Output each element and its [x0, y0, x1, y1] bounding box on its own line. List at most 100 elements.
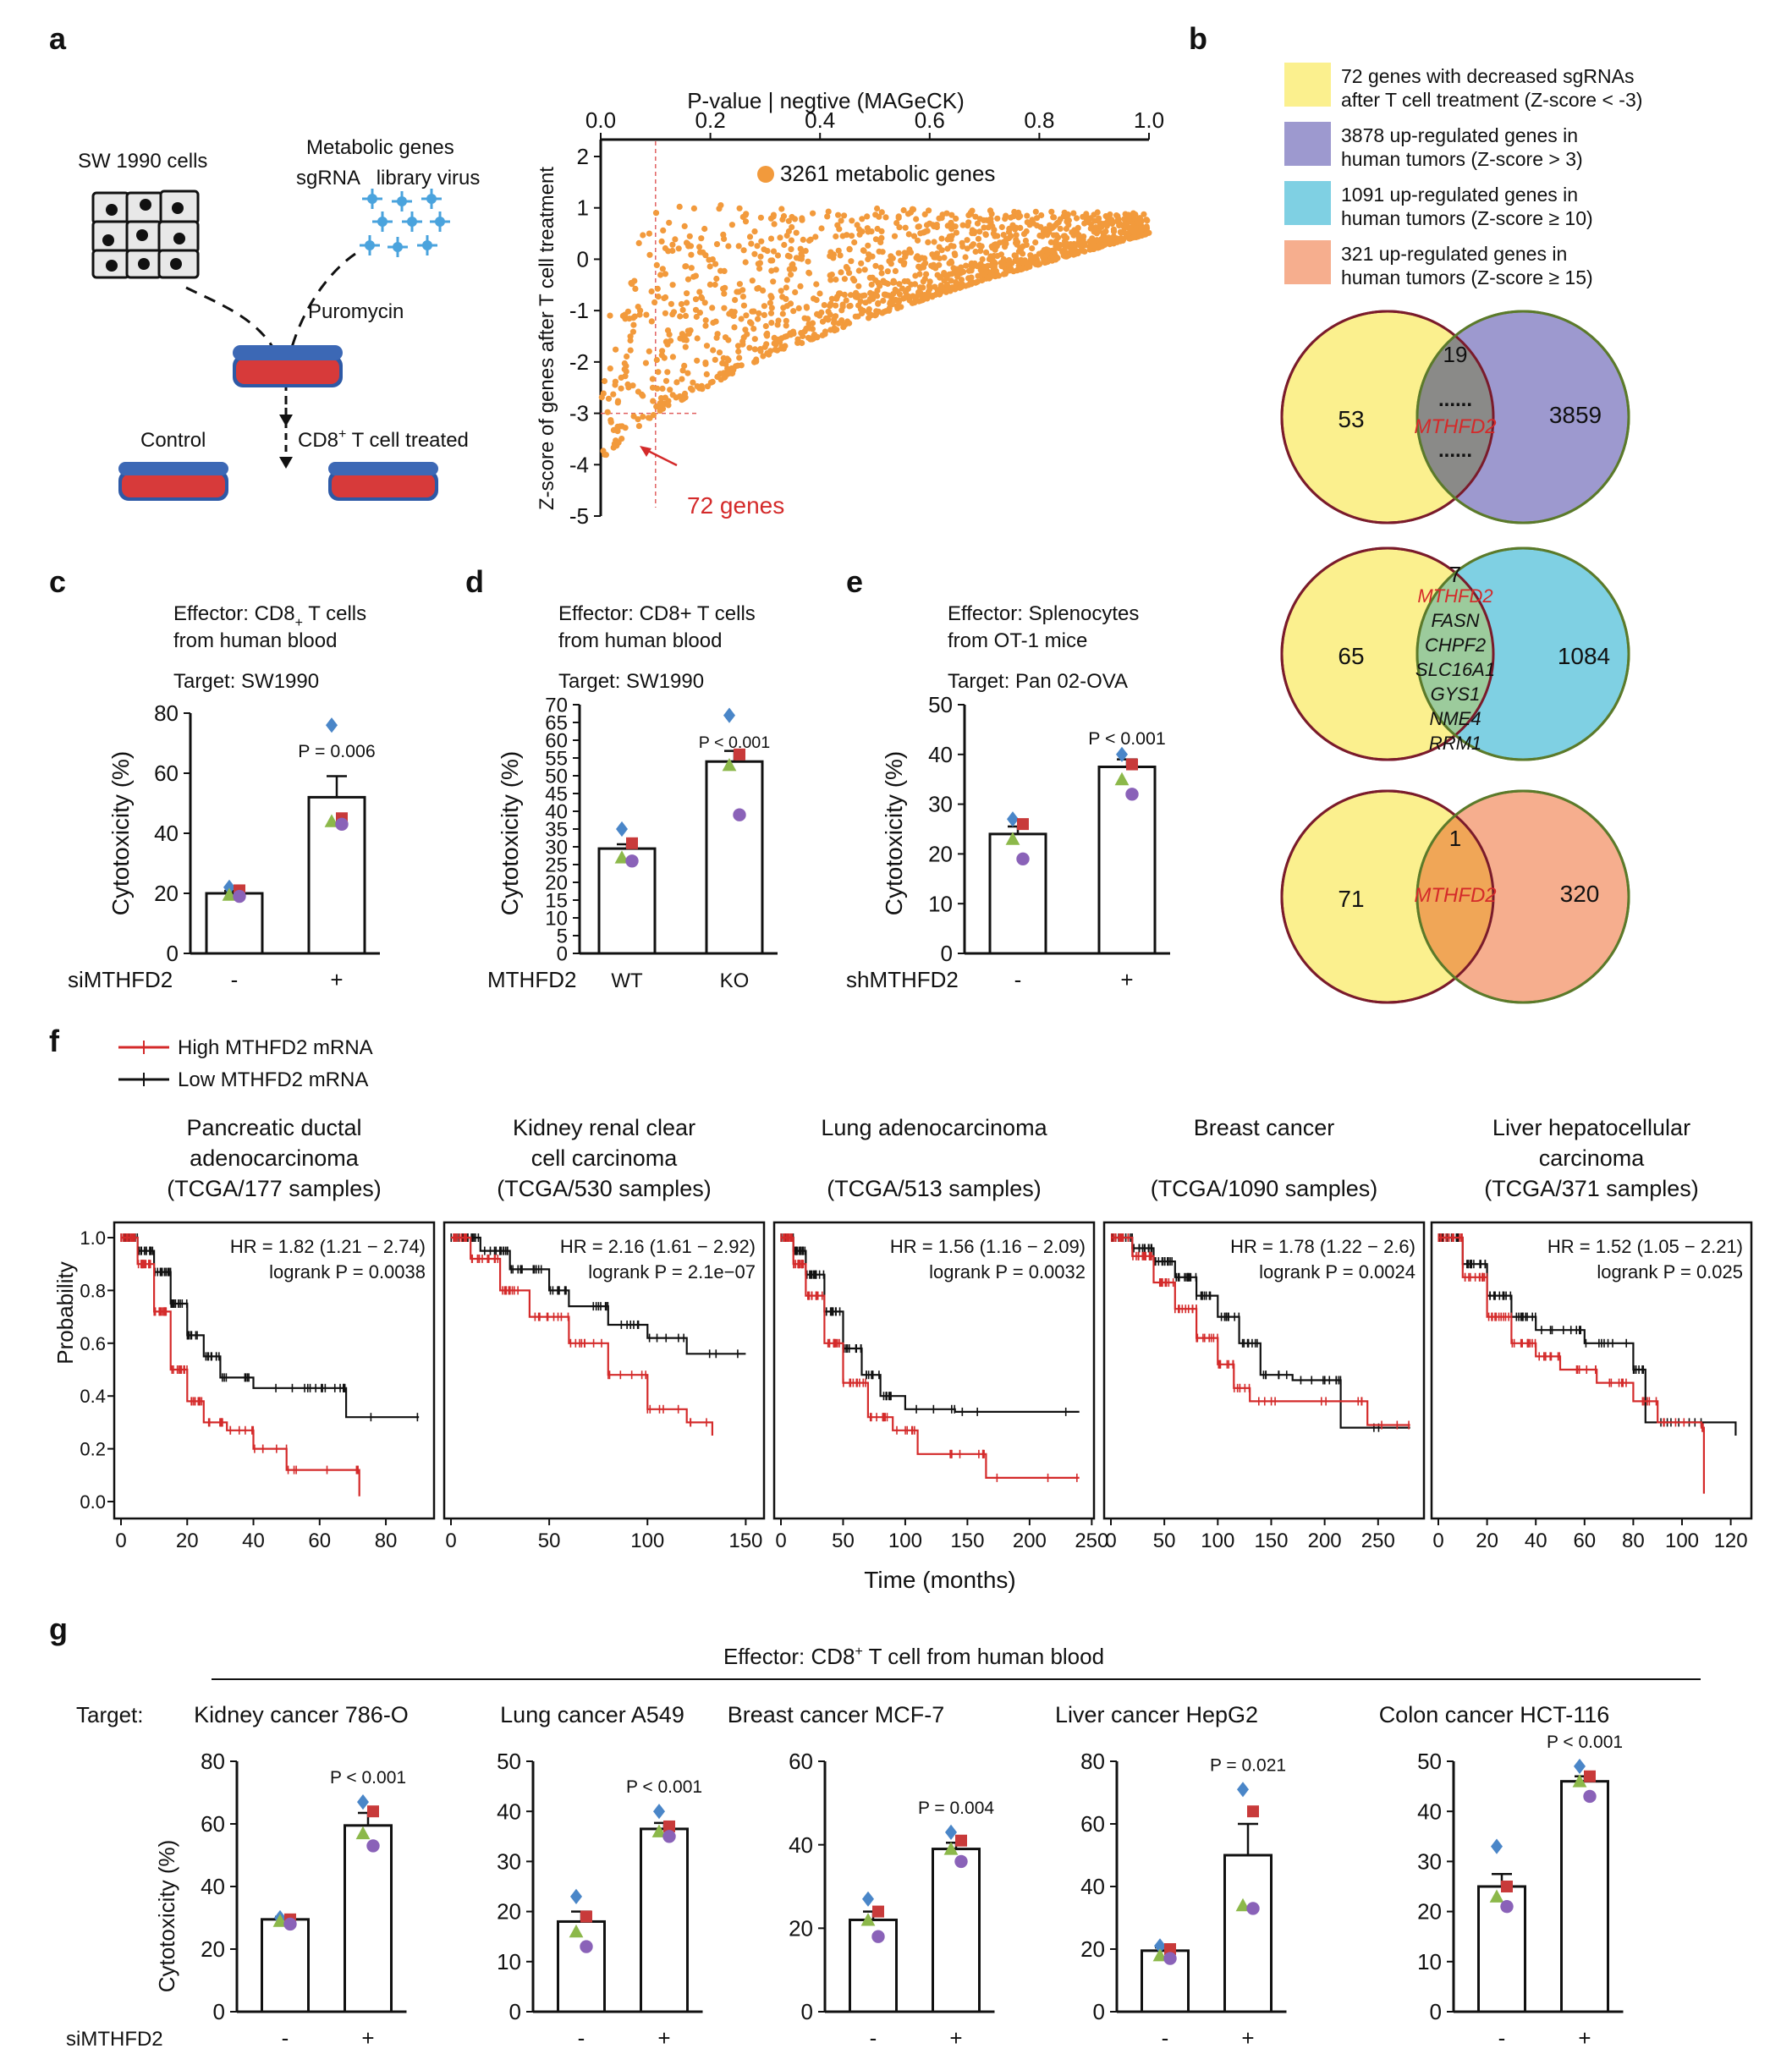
x-label: siMTHFD2 — [68, 967, 173, 992]
km-high-curve — [781, 1236, 1080, 1479]
data-point — [1125, 788, 1139, 801]
scatter-x-tick-label: 0.6 — [915, 107, 945, 133]
scatter-point — [988, 211, 995, 217]
km-title-3: (TCGA/1090 samples) — [1151, 1176, 1378, 1201]
virus-icon — [430, 211, 450, 232]
scatter-point — [896, 281, 903, 288]
y-tick-label: 50 — [497, 1749, 521, 1774]
scatter-y-tick-label: -3 — [569, 401, 589, 426]
y-tick-label: 80 — [1080, 1749, 1105, 1774]
scatter-point — [921, 275, 928, 283]
scatter-point — [1107, 241, 1113, 248]
scatter-point — [888, 253, 894, 260]
scatter-point — [904, 211, 912, 217]
scatter-point — [783, 303, 790, 310]
y-tick-label: 60 — [545, 729, 568, 752]
data-point — [1584, 1770, 1596, 1782]
scatter-point — [962, 254, 969, 261]
panel-c-effector: Effector: CD8+ T cells — [173, 602, 366, 630]
scatter-point — [1015, 214, 1022, 221]
scatter-point — [931, 239, 937, 245]
scatter-point — [848, 233, 855, 239]
scatter-point — [764, 350, 771, 357]
scatter-point — [946, 271, 953, 277]
venn2-gene: NME4 — [1429, 708, 1481, 729]
scatter-point — [805, 269, 812, 276]
scatter-point — [869, 253, 876, 260]
km-frame — [772, 1221, 1096, 1520]
scatter-point — [631, 277, 638, 284]
scatter-point — [679, 306, 686, 313]
scatter-point — [1125, 218, 1132, 225]
scatter-point — [748, 240, 755, 247]
scatter-point — [1036, 250, 1042, 257]
scatter-point — [825, 208, 832, 215]
scatter-point — [816, 290, 823, 297]
data-point — [943, 1842, 959, 1855]
km-x-tick-label: 60 — [1573, 1530, 1596, 1552]
scatter-point — [643, 311, 650, 318]
data-point — [283, 1917, 297, 1931]
treated-label: CD8+ T cell treated — [298, 427, 469, 452]
scatter-point — [821, 302, 827, 309]
scatter-point — [692, 306, 700, 313]
scatter-point — [626, 316, 633, 322]
scatter-point — [1110, 226, 1117, 233]
scatter-point — [878, 234, 885, 241]
scatter-point — [777, 234, 783, 241]
legend-swatch — [1284, 181, 1331, 225]
scatter-point — [958, 264, 965, 271]
scatter-point — [655, 369, 662, 376]
data-point — [1017, 818, 1029, 831]
scatter-point — [841, 212, 848, 219]
virus-icon — [360, 235, 380, 255]
bar-chart-title: Lung cancer A549 — [500, 1702, 684, 1727]
scatter-point — [756, 265, 763, 272]
x-label: shMTHFD2 — [846, 967, 959, 992]
scatter-point — [944, 245, 951, 252]
scatter-point — [783, 232, 790, 239]
scatter-point — [878, 209, 885, 216]
virus-icon — [402, 211, 422, 232]
scatter-point — [749, 277, 756, 284]
km-title-1: Liver hepatocellular — [1492, 1115, 1690, 1140]
km-title-1: Pancreatic ductal — [186, 1115, 361, 1140]
scatter-point — [648, 288, 655, 295]
scatter-point — [687, 243, 695, 250]
scatter-point — [682, 343, 689, 350]
scatter-point — [657, 402, 664, 409]
scatter-point — [805, 325, 812, 332]
scatter-point — [793, 229, 800, 236]
scatter-point — [834, 222, 841, 228]
scatter-point — [1057, 216, 1064, 222]
scatter-legend: 3261 metabolic genes — [780, 161, 995, 186]
bar-chart-g: Colon cancer HCT-116 0 10 20 30 40 50 - + P < 0.0… — [1379, 1702, 1624, 2051]
scatter-point — [985, 224, 992, 231]
km-low-curve — [1111, 1236, 1410, 1429]
y-tick-label: 0 — [1093, 1999, 1105, 2024]
legend-swatch — [1284, 122, 1331, 166]
scatter-point — [1016, 264, 1023, 271]
scatter-point — [872, 236, 879, 243]
scatter-point — [876, 213, 882, 220]
scatter-point — [902, 224, 909, 231]
scatter-point — [622, 311, 629, 318]
y-tick-label: 50 — [545, 765, 568, 788]
scatter-point — [684, 290, 690, 297]
scatter-point — [1020, 231, 1028, 238]
data-point — [734, 748, 745, 761]
scatter-point — [688, 251, 695, 258]
category-label: + — [657, 2025, 670, 2051]
scatter-point — [768, 267, 775, 274]
scatter-point — [627, 347, 634, 354]
venn1-overlap-count: 19 — [1443, 342, 1468, 367]
scatter-point — [1100, 221, 1107, 228]
scatter-point — [639, 391, 646, 398]
scatter-point — [694, 357, 701, 364]
scatter-point — [602, 451, 608, 459]
scatter-point — [649, 376, 656, 382]
scatter-point — [789, 330, 795, 337]
bar-chart-title: Breast cancer MCF-7 — [728, 1702, 945, 1727]
scatter-point — [778, 206, 785, 212]
